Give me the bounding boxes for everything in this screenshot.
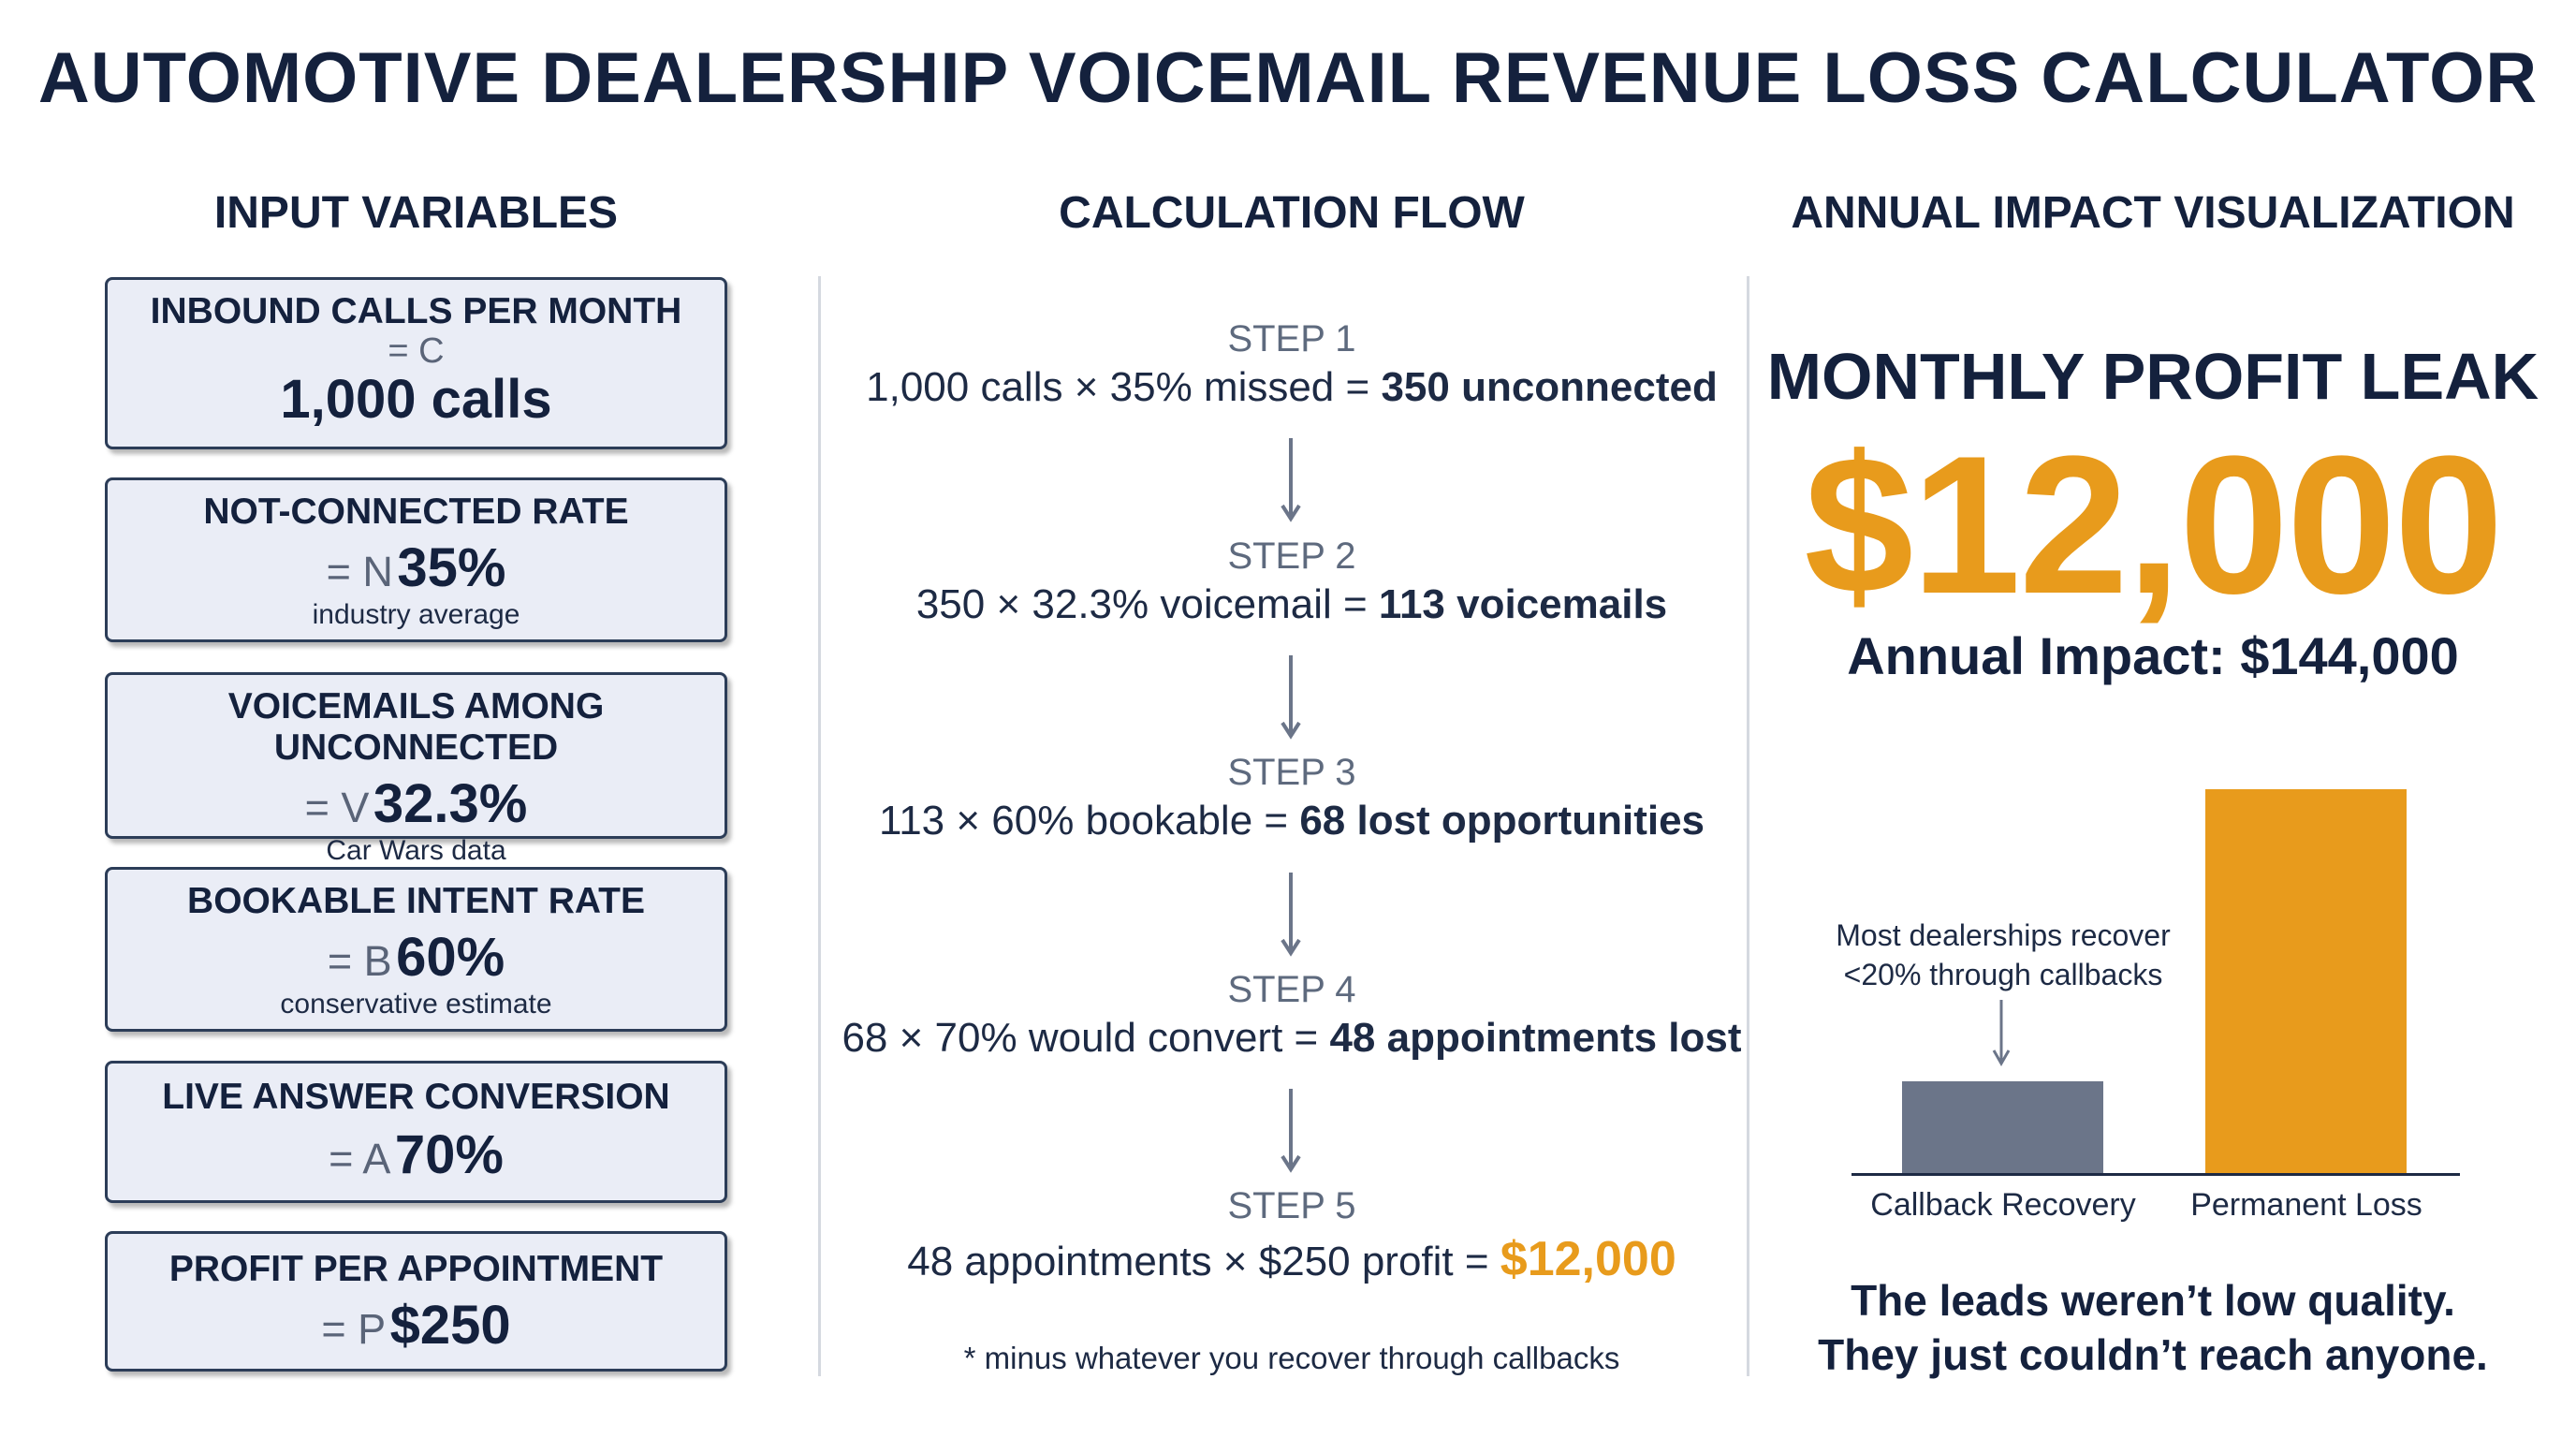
input-symbol: = B bbox=[327, 937, 392, 985]
input-symbol: = N bbox=[326, 548, 393, 595]
bar-annotation: Most dealerships recover <20% through ca… bbox=[1807, 916, 2200, 994]
step-label: STEP 4 bbox=[1227, 969, 1356, 1010]
input-symbol: = V bbox=[304, 784, 370, 831]
divider-right bbox=[1747, 276, 1749, 1376]
input-value: 1,000 calls bbox=[280, 369, 552, 430]
step-result: 48 appointments lost bbox=[1329, 1015, 1742, 1061]
flow-step-1: STEP 1 1,000 calls × 35% missed = 350 un… bbox=[824, 318, 1760, 411]
step-formula: 68 × 70% would convert = bbox=[842, 1015, 1330, 1061]
step-formula: 113 × 60% bookable = bbox=[878, 798, 1300, 844]
tagline: The leads weren’t low quality. They just… bbox=[1760, 1273, 2546, 1382]
step-label: STEP 2 bbox=[1227, 536, 1356, 577]
inputs-heading: INPUT VARIABLES bbox=[213, 188, 619, 238]
input-value: 32.3% bbox=[373, 773, 528, 834]
input-symbol: = C bbox=[388, 331, 445, 371]
impact-value: $12,000 bbox=[1804, 415, 2503, 635]
step-formula: 350 × 32.3% voicemail = bbox=[915, 581, 1379, 627]
flow-arrow-icon bbox=[1281, 438, 1301, 522]
input-symbol: = P bbox=[321, 1305, 387, 1353]
input-card-not-connected: NOT-CONNECTED RATE = N 35% industry aver… bbox=[105, 477, 727, 642]
flow-arrow-icon bbox=[1281, 1089, 1301, 1173]
input-note: Car Wars data bbox=[326, 835, 506, 866]
flow-arrow-icon bbox=[1281, 873, 1301, 957]
flow-arrow-icon bbox=[1281, 655, 1301, 740]
page-title: AUTOMOTIVE DEALERSHIP VOICEMAIL REVENUE … bbox=[37, 38, 2539, 118]
input-value: 70% bbox=[394, 1124, 504, 1185]
divider-left bbox=[818, 276, 821, 1376]
input-label: INBOUND CALLS PER MONTH bbox=[150, 291, 682, 331]
flow-heading: CALCULATION FLOW bbox=[1059, 188, 1525, 238]
input-value: 60% bbox=[396, 927, 505, 988]
step-formula: 48 appointments × $250 profit = bbox=[907, 1239, 1500, 1284]
flow-step-2: STEP 2 350 × 32.3% voicemail = 113 voice… bbox=[824, 536, 1760, 628]
step-result: 350 unconnected bbox=[1381, 364, 1718, 410]
flow-step-3: STEP 3 113 × 60% bookable = 68 lost oppo… bbox=[824, 752, 1760, 844]
flow-step-5: STEP 5 48 appointments × $250 profit = $… bbox=[824, 1185, 1760, 1287]
tagline-line-1: The leads weren’t low quality. bbox=[1851, 1276, 2455, 1325]
input-card-bookable: BOOKABLE INTENT RATE = B 60% conservativ… bbox=[105, 867, 727, 1032]
annotation-line-2: <20% through callbacks bbox=[1843, 958, 2163, 991]
annotation-line-1: Most dealerships recover bbox=[1836, 918, 2171, 952]
input-note: conservative estimate bbox=[280, 989, 552, 1020]
input-label: PROFIT PER APPOINTMENT bbox=[168, 1249, 664, 1289]
impact-label: MONTHLY PROFIT LEAK bbox=[1766, 340, 2539, 413]
input-card-calls: INBOUND CALLS PER MONTH = C 1,000 calls bbox=[105, 277, 727, 449]
step-label: STEP 1 bbox=[1227, 318, 1356, 360]
step-formula: 1,000 calls × 35% missed = bbox=[866, 364, 1382, 410]
input-value: 35% bbox=[397, 537, 506, 598]
bar-label-loss: Permanent Loss bbox=[2190, 1187, 2422, 1223]
impact-heading: ANNUAL IMPACT VISUALIZATION bbox=[1791, 188, 2515, 238]
input-value: $250 bbox=[389, 1295, 511, 1356]
input-label: LIVE ANSWER CONVERSION bbox=[162, 1077, 670, 1117]
footnote: * minus whatever you recover through cal… bbox=[963, 1341, 1620, 1375]
annotation-arrow-icon bbox=[1992, 1000, 2011, 1067]
step-label: STEP 5 bbox=[1227, 1185, 1356, 1226]
step-result: 68 lost opportunities bbox=[1299, 798, 1705, 844]
bar-label-callback: Callback Recovery bbox=[1870, 1187, 2136, 1223]
bar-permanent-loss bbox=[2205, 789, 2407, 1173]
input-card-conversion: LIVE ANSWER CONVERSION = A 70% bbox=[105, 1061, 727, 1203]
bar-callback-recovery bbox=[1902, 1081, 2103, 1173]
input-label: VOICEMAILS AMONG UNCONNECTED bbox=[227, 686, 605, 768]
input-symbol: = A bbox=[329, 1135, 391, 1182]
input-note: industry average bbox=[312, 599, 520, 630]
input-label: BOOKABLE INTENT RATE bbox=[187, 881, 645, 921]
input-label: NOT-CONNECTED RATE bbox=[203, 492, 629, 532]
tagline-line-2: They just couldn’t reach anyone. bbox=[1818, 1330, 2488, 1379]
step-label: STEP 3 bbox=[1227, 752, 1356, 793]
step-result-total: $12,000 bbox=[1500, 1232, 1676, 1286]
input-card-profit: PROFIT PER APPOINTMENT = P $250 bbox=[105, 1231, 727, 1372]
impact-annual: Annual Impact: $144,000 bbox=[1847, 626, 2459, 685]
flow-step-4: STEP 4 68 × 70% would convert = 48 appoi… bbox=[824, 969, 1760, 1062]
chart-baseline bbox=[1852, 1173, 2460, 1176]
input-card-voicemails: VOICEMAILS AMONG UNCONNECTED = V 32.3% C… bbox=[105, 672, 727, 866]
step-result: 113 voicemails bbox=[1378, 581, 1668, 627]
